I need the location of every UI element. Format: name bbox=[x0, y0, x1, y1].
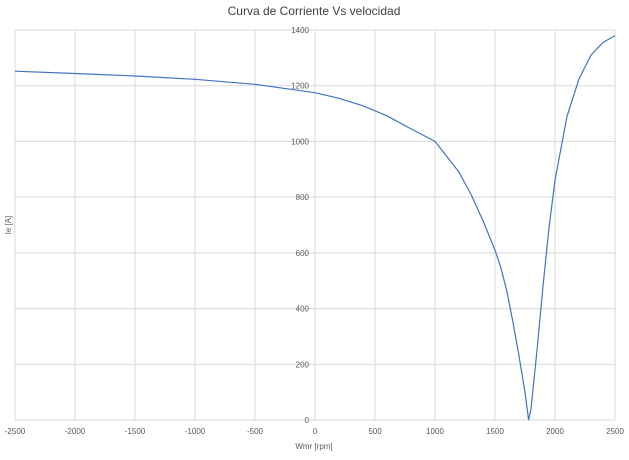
x-tick-label: -1500 bbox=[125, 427, 146, 436]
x-tick-label: 2500 bbox=[606, 427, 624, 436]
series-line bbox=[14, 35, 616, 421]
y-axis-ticks: 0 200 400 600 800 1000 1200 1400 bbox=[291, 26, 309, 425]
y-tick-label: 800 bbox=[296, 193, 310, 202]
y-tick-label: 1200 bbox=[291, 82, 309, 91]
x-tick-label: -500 bbox=[247, 427, 264, 436]
y-tick-label: 1000 bbox=[291, 137, 309, 146]
y-tick-label: 0 bbox=[305, 416, 310, 425]
y-tick-label: 1400 bbox=[291, 26, 309, 35]
x-tick-label: -2500 bbox=[5, 427, 26, 436]
plot-area bbox=[14, 29, 616, 421]
y-axis-label: Ie [A] bbox=[4, 216, 13, 235]
chart-title: Curva de Corriente Vs velocidad bbox=[228, 4, 401, 18]
x-axis-ticks: -2500 -2000 -1500 -1000 -500 0 500 1000 1500 2000… bbox=[5, 427, 625, 436]
series-group bbox=[14, 35, 616, 421]
x-axis-label: Wmr [rpm] bbox=[295, 442, 332, 451]
x-tick-label: -2000 bbox=[65, 427, 86, 436]
x-tick-label: 2000 bbox=[546, 427, 564, 436]
x-tick-label: 0 bbox=[313, 427, 318, 436]
x-tick-label: 1500 bbox=[486, 427, 504, 436]
grid-lines bbox=[14, 29, 616, 421]
x-tick-label: 500 bbox=[368, 427, 382, 436]
y-tick-label: 400 bbox=[296, 305, 310, 314]
y-tick-label: 600 bbox=[296, 249, 310, 258]
y-tick-label: 200 bbox=[296, 360, 310, 369]
x-tick-label: -1000 bbox=[185, 427, 206, 436]
x-tick-label: 1000 bbox=[426, 427, 444, 436]
